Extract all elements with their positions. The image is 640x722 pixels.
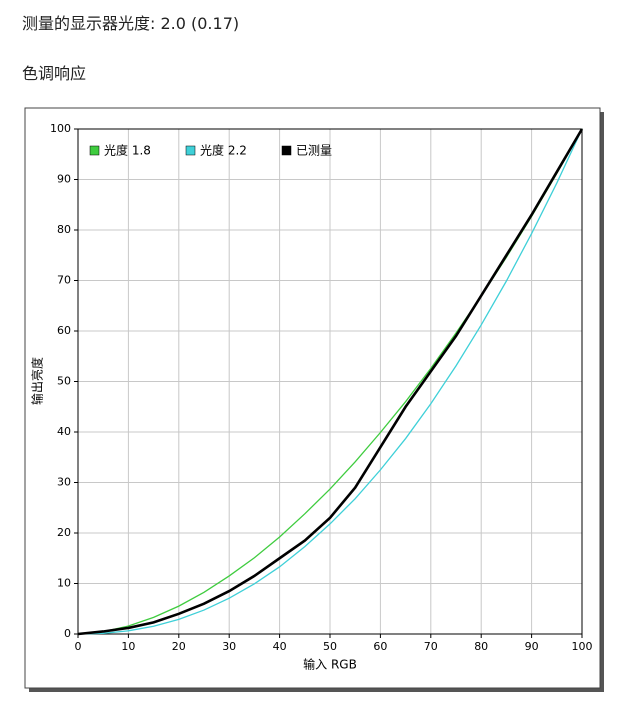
line bbox=[77, 128, 583, 635]
y-tick-label: 60 bbox=[57, 324, 71, 337]
x-tick-label: 100 bbox=[572, 640, 593, 653]
y-tick-label: 50 bbox=[57, 375, 71, 388]
legend-label: 已测量 bbox=[296, 144, 332, 158]
y-tick-label: 100 bbox=[50, 122, 71, 135]
legend-swatch bbox=[185, 145, 196, 156]
y-tick-label: 40 bbox=[57, 425, 71, 438]
section-title: 色调响应 bbox=[22, 64, 87, 83]
x-tick-label: 70 bbox=[424, 640, 438, 653]
x-tick-label: 40 bbox=[273, 640, 287, 653]
x-tick-label: 30 bbox=[222, 640, 236, 653]
y-tick-label: 80 bbox=[57, 223, 71, 236]
x-tick-label: 20 bbox=[172, 640, 186, 653]
x-tick-label: 80 bbox=[474, 640, 488, 653]
y-tick-label: 70 bbox=[57, 274, 71, 287]
legend-swatch bbox=[281, 145, 292, 156]
legend-swatch bbox=[89, 145, 100, 156]
x-axis-label: 输入 RGB bbox=[303, 657, 357, 672]
y-tick-label: 30 bbox=[57, 476, 71, 489]
legend-label: 光度 2.2 bbox=[200, 143, 247, 158]
plot-border bbox=[77, 128, 583, 635]
x-tick-label: 60 bbox=[373, 640, 387, 653]
y-tick-label: 90 bbox=[57, 173, 71, 186]
x-tick-label: 10 bbox=[121, 640, 135, 653]
legend-label: 光度 1.8 bbox=[104, 143, 151, 158]
x-tick-label: 90 bbox=[525, 640, 539, 653]
header: 测量的显示器光度: 2.0 (0.17) bbox=[22, 14, 240, 33]
y-tick-label: 10 bbox=[57, 577, 71, 590]
y-tick-label: 20 bbox=[57, 526, 71, 539]
line bbox=[77, 128, 584, 636]
y-axis-label: 输出亮度 bbox=[30, 357, 45, 405]
x-tick-label: 0 bbox=[75, 640, 82, 653]
y-tick-label: 0 bbox=[64, 627, 71, 640]
x-tick-label: 50 bbox=[323, 640, 337, 653]
